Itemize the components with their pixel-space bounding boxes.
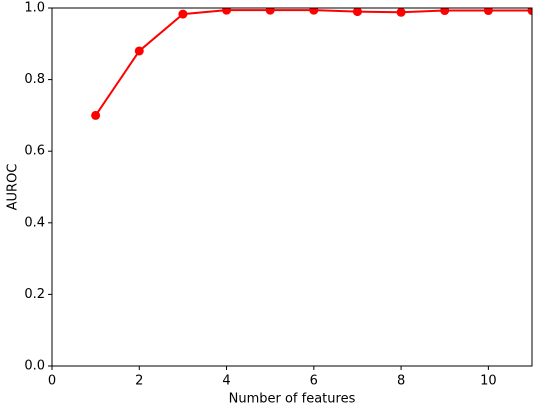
data-point: [134, 46, 144, 56]
data-point: [309, 8, 319, 15]
y-axis-label: AUROC: [6, 164, 21, 211]
x-tick-label: 4: [222, 374, 230, 389]
x-tick-label: 0: [48, 374, 56, 389]
data-point: [440, 8, 450, 16]
data-point: [265, 8, 275, 15]
data-point: [396, 8, 406, 17]
x-tick-label: 6: [310, 374, 318, 389]
data-point: [178, 9, 188, 19]
y-tick-label: 0.4: [24, 215, 45, 230]
plot-frame: [51, 7, 533, 367]
y-tick-label: 0.2: [24, 287, 45, 302]
y-tick-label: 0.8: [24, 72, 45, 87]
data-point: [222, 8, 232, 15]
y-tick-label: 1.0: [24, 1, 45, 16]
data-point: [352, 8, 362, 17]
x-tick-label: 8: [397, 374, 405, 389]
data-point: [91, 110, 101, 120]
data-point: [483, 8, 493, 16]
x-axis-label: Number of features: [229, 392, 356, 407]
y-tick-label: 0.0: [24, 359, 45, 374]
y-tick-label: 0.6: [24, 144, 45, 159]
data-point: [527, 8, 532, 16]
x-tick-label: 2: [135, 374, 143, 389]
x-tick-label: 10: [480, 374, 497, 389]
series-line: [94, 9, 532, 116]
